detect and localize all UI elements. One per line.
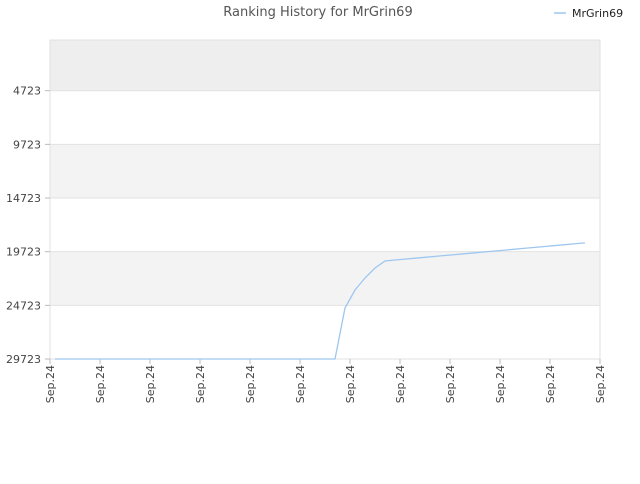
x-tick-label: Sep.24 — [494, 365, 507, 403]
y-tick-label: 9723 — [13, 138, 41, 151]
y-tick-label: 24723 — [6, 299, 41, 312]
x-tick-label: Sep.24 — [244, 365, 257, 403]
grid-band — [50, 198, 600, 252]
x-tick-label: Sep.24 — [144, 365, 157, 403]
x-tick-label: Sep.24 — [344, 365, 357, 403]
x-tick-label: Sep.24 — [544, 365, 557, 403]
series-line — [55, 242, 586, 360]
x-tick-label: Sep.24 — [44, 365, 57, 403]
x-tick-label: Sep.24 — [394, 365, 407, 403]
grid-band — [50, 40, 600, 91]
grid-band — [50, 90, 600, 145]
chart-title: Ranking History for MrGrin69 — [223, 5, 412, 20]
x-tick-label: Sep.24 — [594, 365, 607, 403]
grid-band — [50, 144, 600, 199]
x-tick-label: Sep.24 — [444, 365, 457, 403]
y-tick-label: 29723 — [6, 353, 41, 366]
x-tick-label: Sep.24 — [94, 365, 107, 403]
grid-band — [50, 251, 600, 306]
y-tick-label: 4723 — [13, 85, 41, 98]
x-tick-label: Sep.24 — [194, 365, 207, 403]
x-tick-label: Sep.24 — [294, 365, 307, 403]
legend-label: MrGrin69 — [572, 7, 623, 20]
grid-band — [50, 305, 600, 359]
y-tick-label: 19723 — [6, 246, 41, 259]
y-tick-label: 14723 — [6, 192, 41, 205]
